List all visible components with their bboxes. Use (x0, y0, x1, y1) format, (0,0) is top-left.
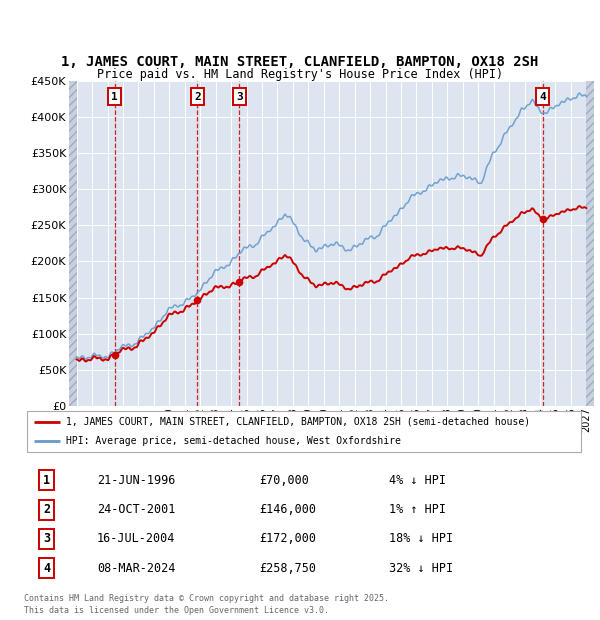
Text: 1: 1 (112, 92, 118, 102)
Text: 2: 2 (194, 92, 200, 102)
Text: 1% ↑ HPI: 1% ↑ HPI (389, 503, 446, 516)
Text: HPI: Average price, semi-detached house, West Oxfordshire: HPI: Average price, semi-detached house,… (66, 436, 401, 446)
Text: 2: 2 (43, 503, 50, 516)
Text: 08-MAR-2024: 08-MAR-2024 (97, 562, 175, 575)
Text: £258,750: £258,750 (260, 562, 317, 575)
Text: £172,000: £172,000 (260, 533, 317, 546)
Bar (69, 81, 77, 406)
Text: 1, JAMES COURT, MAIN STREET, CLANFIELD, BAMPTON, OX18 2SH (semi-detached house): 1, JAMES COURT, MAIN STREET, CLANFIELD, … (66, 417, 530, 427)
Text: 4: 4 (43, 562, 50, 575)
Text: 4: 4 (539, 92, 546, 102)
Text: 4% ↓ HPI: 4% ↓ HPI (389, 474, 446, 487)
Text: 32% ↓ HPI: 32% ↓ HPI (389, 562, 453, 575)
FancyBboxPatch shape (27, 411, 581, 452)
Text: 1: 1 (43, 474, 50, 487)
Text: 1, JAMES COURT, MAIN STREET, CLANFIELD, BAMPTON, OX18 2SH: 1, JAMES COURT, MAIN STREET, CLANFIELD, … (61, 55, 539, 69)
Text: £70,000: £70,000 (260, 474, 310, 487)
Text: 16-JUL-2004: 16-JUL-2004 (97, 533, 175, 546)
Text: 18% ↓ HPI: 18% ↓ HPI (389, 533, 453, 546)
Text: Price paid vs. HM Land Registry's House Price Index (HPI): Price paid vs. HM Land Registry's House … (97, 68, 503, 81)
Bar (586, 81, 594, 406)
Text: This data is licensed under the Open Government Licence v3.0.: This data is licensed under the Open Gov… (24, 606, 329, 614)
Text: 24-OCT-2001: 24-OCT-2001 (97, 503, 175, 516)
Text: Contains HM Land Registry data © Crown copyright and database right 2025.: Contains HM Land Registry data © Crown c… (24, 595, 389, 603)
Text: 3: 3 (43, 533, 50, 546)
Text: 3: 3 (236, 92, 243, 102)
Text: £146,000: £146,000 (260, 503, 317, 516)
Text: 21-JUN-1996: 21-JUN-1996 (97, 474, 175, 487)
